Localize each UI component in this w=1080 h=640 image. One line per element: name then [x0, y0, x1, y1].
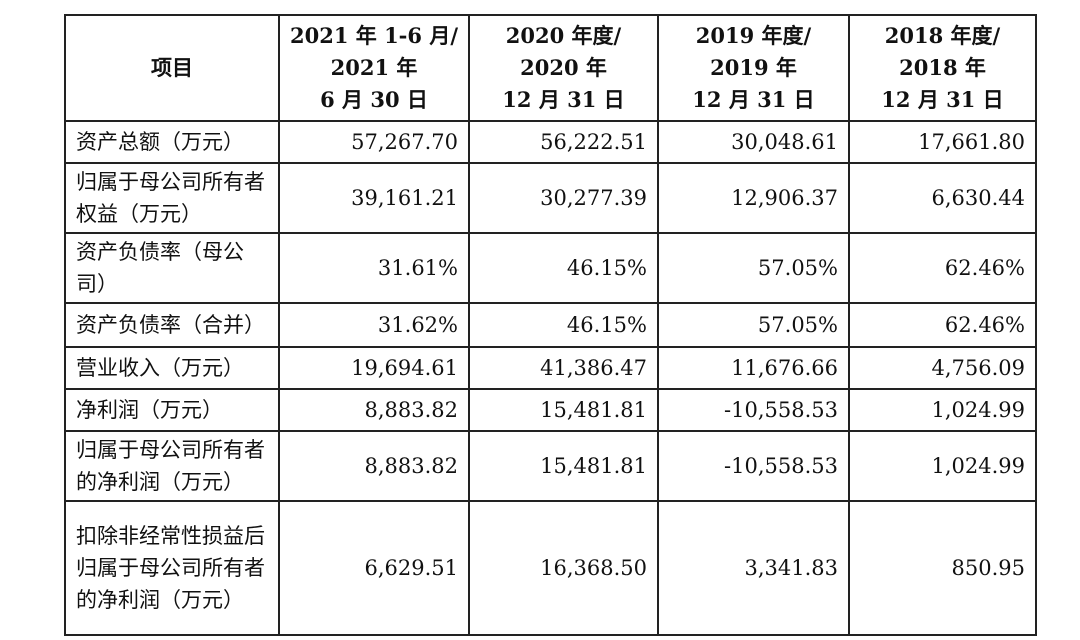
header-2021h1: 2021 年 1-6 月/ 2021 年 6 月 30 日	[278, 14, 470, 122]
financial-summary-table: 项目 2021 年 1-6 月/ 2021 年 6 月 30 日 2020 年度…	[64, 14, 1037, 636]
header-line: 2021 年	[330, 55, 418, 80]
cell-value: 62.46%	[848, 302, 1037, 348]
table-row: 扣除非经常性损益后归属于母公司所有者的净利润（万元） 6,629.51 16,3…	[64, 500, 1037, 636]
table-row: 资产负债率（合并） 31.62% 46.15% 57.05% 62.46%	[64, 302, 1037, 348]
header-line: 2021 年 1-6 月/	[290, 23, 458, 48]
cell-value: 41,386.47	[468, 346, 659, 390]
header-line: 2020 年度/	[505, 23, 622, 48]
cell-value: 31.61%	[278, 232, 470, 304]
header-line: 12 月 31 日	[881, 87, 1004, 112]
cell-value: 1,024.99	[848, 388, 1037, 432]
table-row: 资产负债率（母公司） 31.61% 46.15% 57.05% 62.46%	[64, 232, 1037, 304]
financial-table-container: 项目 2021 年 1-6 月/ 2021 年 6 月 30 日 2020 年度…	[64, 14, 1037, 636]
cell-value: 11,676.66	[657, 346, 850, 390]
header-line: 2019 年度/	[695, 23, 812, 48]
cell-value: 30,277.39	[468, 162, 659, 234]
header-line: 6 月 30 日	[320, 87, 428, 112]
header-2019: 2019 年度/ 2019 年 12 月 31 日	[657, 14, 850, 122]
cell-value: 15,481.81	[468, 430, 659, 502]
row-label: 净利润（万元）	[64, 388, 280, 432]
header-line: 12 月 31 日	[502, 87, 625, 112]
cell-value: 8,883.82	[278, 430, 470, 502]
header-line: 2018 年	[899, 55, 986, 80]
cell-value: 6,630.44	[848, 162, 1037, 234]
table-row: 净利润（万元） 8,883.82 15,481.81 -10,558.53 1,…	[64, 388, 1037, 432]
cell-value: 57.05%	[657, 232, 850, 304]
header-line: 12 月 31 日	[692, 87, 815, 112]
cell-value: 1,024.99	[848, 430, 1037, 502]
cell-value: 56,222.51	[468, 120, 659, 164]
table-row: 归属于母公司所有者的净利润（万元） 8,883.82 15,481.81 -10…	[64, 430, 1037, 502]
cell-value: 15,481.81	[468, 388, 659, 432]
row-label: 资产总额（万元）	[64, 120, 280, 164]
cell-value: 6,629.51	[278, 500, 470, 636]
header-line: 2019 年	[710, 55, 797, 80]
cell-value: -10,558.53	[657, 430, 850, 502]
header-item: 项目	[64, 14, 280, 122]
row-label: 归属于母公司所有者的净利润（万元）	[64, 430, 280, 502]
cell-value: 62.46%	[848, 232, 1037, 304]
table-header-row: 项目 2021 年 1-6 月/ 2021 年 6 月 30 日 2020 年度…	[64, 14, 1037, 122]
cell-value: 19,694.61	[278, 346, 470, 390]
cell-value: 39,161.21	[278, 162, 470, 234]
cell-value: 16,368.50	[468, 500, 659, 636]
header-line: 项目	[151, 55, 193, 80]
cell-value: -10,558.53	[657, 388, 850, 432]
cell-value: 850.95	[848, 500, 1037, 636]
row-label: 资产负债率（母公司）	[64, 232, 280, 304]
cell-value: 57.05%	[657, 302, 850, 348]
cell-value: 57,267.70	[278, 120, 470, 164]
cell-value: 4,756.09	[848, 346, 1037, 390]
row-label: 营业收入（万元）	[64, 346, 280, 390]
row-label: 扣除非经常性损益后归属于母公司所有者的净利润（万元）	[64, 500, 280, 636]
header-2018: 2018 年度/ 2018 年 12 月 31 日	[848, 14, 1037, 122]
cell-value: 46.15%	[468, 232, 659, 304]
cell-value: 8,883.82	[278, 388, 470, 432]
table-row: 资产总额（万元） 57,267.70 56,222.51 30,048.61 1…	[64, 120, 1037, 164]
cell-value: 30,048.61	[657, 120, 850, 164]
cell-value: 3,341.83	[657, 500, 850, 636]
cell-value: 46.15%	[468, 302, 659, 348]
header-line: 2018 年度/	[884, 23, 1001, 48]
table-row: 归属于母公司所有者权益（万元） 39,161.21 30,277.39 12,9…	[64, 162, 1037, 234]
cell-value: 17,661.80	[848, 120, 1037, 164]
header-2020: 2020 年度/ 2020 年 12 月 31 日	[468, 14, 659, 122]
table-row: 营业收入（万元） 19,694.61 41,386.47 11,676.66 4…	[64, 346, 1037, 390]
row-label: 资产负债率（合并）	[64, 302, 280, 348]
header-line: 2020 年	[520, 55, 607, 80]
row-label: 归属于母公司所有者权益（万元）	[64, 162, 280, 234]
cell-value: 12,906.37	[657, 162, 850, 234]
cell-value: 31.62%	[278, 302, 470, 348]
